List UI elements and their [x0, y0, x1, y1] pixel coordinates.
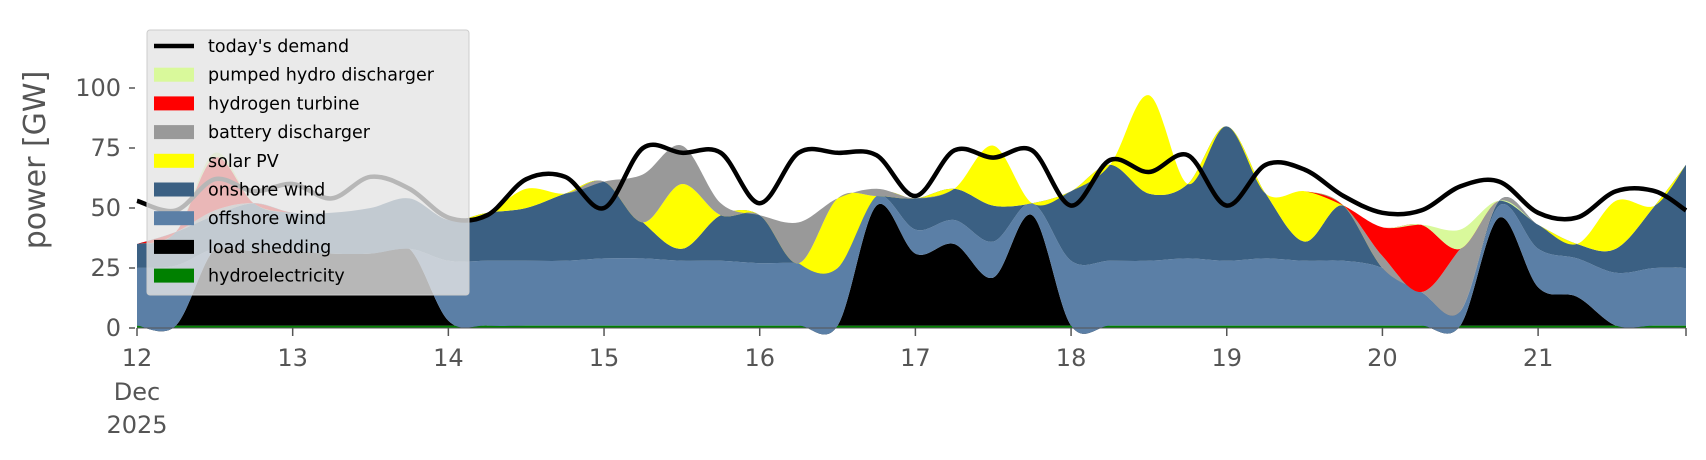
y-axis-label: power [GW]: [18, 71, 53, 250]
y-tick-label: 75: [90, 134, 121, 162]
legend-swatch: [154, 182, 194, 197]
legend-swatch: [154, 239, 194, 254]
x-tick-label: 14: [433, 344, 464, 372]
legend-label: today's demand: [208, 37, 349, 57]
legend: today's demand pumped hydro discharger hyd…: [146, 29, 470, 296]
legend-label: hydrogen turbine: [208, 94, 360, 114]
legend-swatch: [154, 96, 194, 111]
legend-label: onshore wind: [208, 181, 325, 201]
legend-swatch: [154, 268, 194, 283]
legend-label: offshore wind: [208, 209, 326, 229]
x-tick-label: 16: [744, 344, 775, 372]
legend-label: battery discharger: [208, 123, 371, 143]
x-tick-label: 13: [277, 344, 308, 372]
legend-swatch: [154, 125, 194, 140]
x-tick-sublabel: 2025: [106, 411, 167, 439]
y-tick-label: 100: [75, 74, 121, 102]
axes: 0 25 50 75 100 12 Dec 2025 13 14 15 16 17 18 19 20 21: [75, 74, 1687, 439]
y-tick-label: 0: [106, 314, 121, 342]
legend-swatch: [154, 153, 194, 168]
legend-label: solar PV: [208, 152, 279, 172]
area-onshore-wind: [137, 126, 1686, 316]
legend-label: pumped hydro discharger: [208, 66, 435, 86]
x-tick-label: 19: [1211, 344, 1242, 372]
legend-label: load shedding: [208, 238, 331, 258]
legend-label: hydroelectricity: [208, 267, 345, 287]
y-tick-label: 25: [90, 254, 121, 282]
x-tick-sublabel: Dec: [114, 378, 160, 406]
x-tick-label: 18: [1056, 344, 1087, 372]
area-offshore-wind: [137, 195, 1686, 335]
area-load-shedding: [137, 203, 1686, 335]
legend-swatch: [154, 67, 194, 82]
y-tick-label: 50: [90, 194, 121, 222]
area-hydroelectricity: [137, 325, 1686, 328]
x-tick-label: 12: [122, 344, 153, 372]
legend-swatch: [154, 211, 194, 226]
x-tick-label: 20: [1367, 344, 1398, 372]
stacked-areas: [137, 95, 1686, 335]
x-tick-label: 15: [589, 344, 620, 372]
x-tick-label: 17: [900, 344, 931, 372]
legend-box: [146, 29, 470, 296]
x-tick-label: 21: [1523, 344, 1554, 372]
